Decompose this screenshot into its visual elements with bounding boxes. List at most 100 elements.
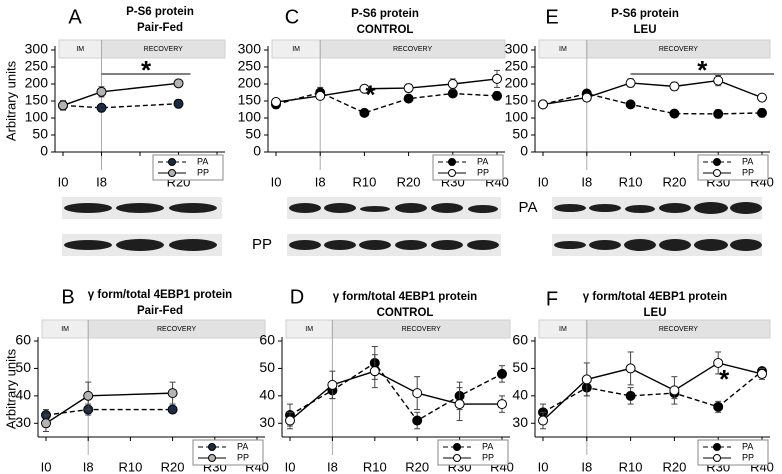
series-line: [542, 362, 763, 422]
panel-letter: D: [290, 286, 304, 308]
x-tick-label: I8: [83, 459, 94, 474]
chart-title: P-S6 protein: [351, 8, 419, 20]
legend-label: PA: [237, 441, 248, 451]
series-line: [275, 78, 498, 103]
blot-band: [324, 240, 356, 250]
blot-label: PA: [519, 199, 538, 216]
x-tick-label: I0: [285, 459, 296, 474]
blot-band: [554, 204, 586, 212]
y-tick-label: 0: [520, 143, 528, 159]
data-point: [167, 404, 178, 415]
data-point: [625, 77, 636, 88]
x-tick-label: R10: [352, 174, 376, 189]
data-point: [492, 90, 502, 101]
y-tick-label: 50: [15, 359, 31, 375]
series-line: [45, 392, 173, 424]
data-point: [403, 83, 414, 94]
data-point: [581, 92, 592, 103]
data-point: [757, 92, 767, 103]
phase-label: RECOVERY: [659, 326, 698, 333]
legend-marker: [713, 454, 721, 462]
x-tick-label: R20: [662, 174, 686, 189]
x-tick-label: I8: [327, 459, 338, 474]
y-tick-label: 300: [25, 41, 49, 57]
blot-band: [730, 239, 762, 251]
phase-label: RECOVERY: [659, 46, 698, 53]
y-tick-label: 50: [245, 126, 261, 142]
chart-subtitle: LEU: [644, 307, 667, 319]
chart-title: γ form/total 4EBP1 protein: [583, 291, 727, 303]
data-point: [359, 107, 370, 118]
data-point: [167, 388, 178, 399]
data-point: [454, 399, 465, 410]
legend-marker: [453, 454, 461, 462]
legend-marker: [208, 454, 216, 462]
data-point: [285, 415, 295, 426]
blot-band: [431, 240, 463, 250]
legend-marker: [208, 443, 216, 451]
legend-label: PP: [742, 452, 754, 462]
legend-box: [697, 154, 769, 181]
legend-label: PP: [197, 167, 209, 177]
blot-band: [694, 202, 728, 214]
blot-band: [395, 240, 427, 250]
panel-letter: B: [61, 286, 74, 308]
y-axis-label: Arbitrary units: [3, 60, 18, 141]
legend-marker: [448, 169, 456, 177]
chart-subtitle: Pair-Fed: [137, 305, 183, 317]
blot-band: [589, 204, 621, 212]
legend-box: [697, 439, 769, 466]
blot-band: [625, 205, 655, 213]
legend-label: PA: [197, 156, 208, 166]
y-tick-label: 30: [15, 414, 31, 430]
data-point: [359, 83, 370, 94]
chart-title: γ form/total 4EBP1 protein: [88, 289, 232, 301]
phase-label: IM: [76, 46, 84, 53]
chart-subtitle: LEU: [634, 24, 657, 36]
data-point: [713, 108, 724, 119]
y-tick-label: 100: [505, 109, 529, 125]
y-tick-label: 250: [505, 58, 529, 74]
data-point: [757, 368, 767, 379]
data-point: [83, 390, 94, 401]
legend-marker: [713, 158, 721, 166]
chart-subtitle: CONTROL: [357, 24, 414, 36]
data-point: [41, 418, 51, 429]
chart-title: γ form/total 4EBP1 protein: [333, 291, 477, 303]
y-tick-label: 100: [25, 109, 49, 125]
data-point: [538, 415, 548, 426]
x-tick-label: R20: [161, 459, 185, 474]
chart-title: P-S6 protein: [611, 8, 679, 20]
y-tick-label: 0: [253, 143, 261, 159]
phase-label: IM: [559, 326, 567, 333]
y-tick-label: 50: [512, 126, 528, 142]
data-point: [497, 368, 507, 379]
legend-label: PP: [477, 167, 489, 177]
data-point: [96, 102, 107, 113]
phase-label: RECOVERY: [402, 326, 441, 333]
data-point: [497, 399, 507, 410]
blot-band: [289, 240, 321, 250]
data-point: [369, 366, 380, 377]
data-point: [538, 99, 548, 110]
data-point: [625, 99, 636, 110]
blot-band: [116, 203, 164, 213]
data-point: [713, 401, 724, 412]
x-tick-label: R20: [662, 459, 686, 474]
data-point: [173, 78, 184, 89]
x-tick-label: I8: [581, 459, 592, 474]
data-point: [581, 374, 592, 385]
data-point: [412, 388, 423, 399]
y-tick-label: 300: [238, 41, 262, 57]
blot-band: [395, 203, 427, 213]
y-tick-label: 250: [238, 58, 262, 74]
legend-marker: [168, 158, 176, 166]
data-point: [447, 79, 458, 89]
data-point: [625, 363, 636, 374]
y-tick-label: 200: [25, 75, 49, 91]
y-tick-label: 100: [238, 109, 262, 125]
blot-band: [359, 240, 391, 250]
significance-label: *: [719, 364, 730, 394]
legend-box: [437, 439, 509, 466]
y-tick-label: 40: [15, 387, 31, 403]
